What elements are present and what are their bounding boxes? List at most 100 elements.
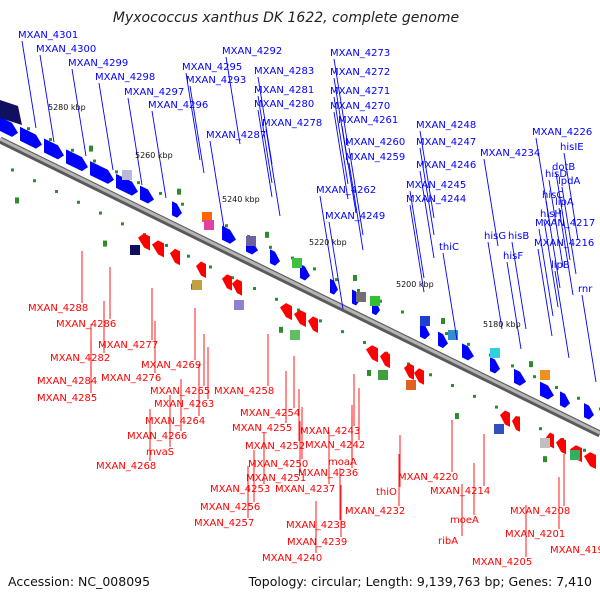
tick-mark	[297, 308, 300, 312]
forward-gene-arrow	[140, 185, 154, 204]
gene-label: MXAN_4271	[330, 86, 390, 97]
gene-label: rnr	[578, 284, 593, 295]
forward-gene-arrow	[90, 161, 114, 184]
gene-feature-block	[448, 330, 458, 340]
leader-line	[71, 68, 87, 157]
leader-line	[328, 221, 344, 310]
gene-label: MXAN_4257	[194, 518, 254, 529]
kbp-scale-labels: 5280 kbp 5260 kbp 5240 kbp 5220 kbp 5200…	[48, 103, 521, 329]
forward-gene-arrow	[514, 368, 526, 386]
gene-label: lipB	[551, 260, 570, 271]
tick-mark	[279, 326, 283, 333]
gene-feature-block	[0, 100, 22, 125]
tick-mark	[445, 332, 448, 336]
reverse-gene-arrow	[138, 233, 150, 251]
forward-gene-arrow	[420, 322, 430, 340]
leader-line	[561, 186, 577, 275]
gene-feature-block	[494, 424, 504, 434]
gene-label: MXAN_4254	[240, 408, 300, 419]
kbp-label: 5240 kbp	[222, 195, 260, 204]
reverse-gene-arrow	[414, 368, 424, 385]
gene-label: MXAN_4236	[298, 468, 358, 479]
gene-label: MXAN_4300	[36, 44, 96, 55]
gene-label: MXAN_4253	[210, 484, 270, 495]
reverse-gene-arrow	[512, 415, 520, 432]
tick-mark	[441, 318, 445, 325]
gene-label: hisB	[508, 231, 529, 242]
gene-feature-block	[292, 258, 302, 268]
reverse-gene-arrow	[500, 410, 510, 427]
gene-label: MXAN_4293	[186, 75, 246, 86]
gene-features	[0, 100, 596, 470]
gene-label: MXAN_4282	[50, 353, 110, 364]
leader-line	[537, 248, 553, 337]
gene-label: MXAN_4301	[18, 30, 78, 41]
gene-label: MXAN_4262	[316, 185, 376, 196]
tick-mark	[533, 375, 536, 379]
gene-label: MXAN_4220	[398, 472, 458, 483]
gene-label: hisG	[484, 231, 506, 242]
leader-line	[257, 95, 273, 184]
leader-line	[348, 147, 364, 236]
gene-label: MXAN_4264	[145, 416, 205, 427]
gene-label: MXAN_4249	[325, 211, 385, 222]
tick-mark	[93, 159, 96, 163]
reverse-gene-arrow	[170, 248, 180, 266]
reverse-gene-labels: MXAN_4288 MXAN_4286 MXAN_4277 MXAN_4282 MXAN…	[28, 303, 600, 568]
gene-label: thiO	[376, 487, 397, 498]
tick-mark	[231, 276, 234, 280]
leader-line	[511, 241, 527, 330]
gene-label: MXAN_4237	[275, 484, 335, 495]
forward-gene-arrow	[66, 149, 88, 172]
tick-mark	[379, 299, 382, 303]
gene-label: MXAN_4268	[96, 461, 156, 472]
gene-label: MXAN_4259	[345, 152, 405, 163]
gene-label: lpdA	[558, 176, 580, 187]
gene-label: ribA	[438, 536, 458, 547]
reverse-gene-arrow	[380, 351, 390, 369]
gene-feature-block	[540, 438, 550, 448]
tick-mark	[363, 340, 366, 344]
leader-line	[506, 261, 522, 350]
leader-line	[419, 170, 435, 259]
leader-line	[185, 72, 201, 161]
gene-label: MXAN_4234	[480, 148, 540, 159]
tick-mark	[353, 274, 357, 281]
reverse-gene-arrow	[196, 261, 206, 278]
gene-feature-block	[290, 330, 300, 340]
tick-mark	[455, 413, 459, 420]
gene-label: hisC	[542, 190, 563, 201]
gene-label: MXAN_4208	[510, 506, 570, 517]
gene-feature-block	[356, 292, 366, 302]
reverse-gene-arrow	[294, 310, 306, 327]
gene-label: MXAN_4226	[532, 127, 592, 138]
leader-line	[543, 219, 559, 308]
leader-line	[333, 96, 349, 185]
gene-label: MXAN_4250	[248, 459, 308, 470]
gene-label: MXAN_4251	[246, 473, 306, 484]
gene-label: MXAN_4244	[406, 194, 466, 205]
forward-gene-arrow	[0, 117, 18, 137]
forward-gene-arrow	[300, 264, 310, 281]
leader-line	[225, 56, 241, 145]
forward-gene-arrow	[20, 126, 42, 149]
gene-label: MXAN_4239	[287, 537, 347, 548]
leader-line	[151, 110, 167, 199]
gene-feature-block	[234, 300, 244, 310]
gene-feature-block	[204, 220, 214, 230]
gene-feature-block	[130, 245, 140, 255]
gene-label: MXAN_4284	[37, 376, 97, 387]
leader-line	[555, 172, 571, 261]
gene-label: MXAN_4298	[95, 72, 155, 83]
gene-label: MXAN_4232	[345, 506, 405, 517]
gene-label: moeA	[450, 515, 479, 526]
gene-label: MXAN_4240	[262, 553, 322, 564]
tick-mark	[341, 330, 344, 334]
leader-line	[558, 207, 574, 296]
tick-mark	[367, 369, 371, 376]
gene-label: MXAN_4297	[124, 87, 184, 98]
gene-label: mvaS	[146, 447, 174, 458]
leader-line	[265, 128, 281, 217]
leader-line	[348, 162, 364, 251]
tick-mark	[89, 145, 93, 152]
